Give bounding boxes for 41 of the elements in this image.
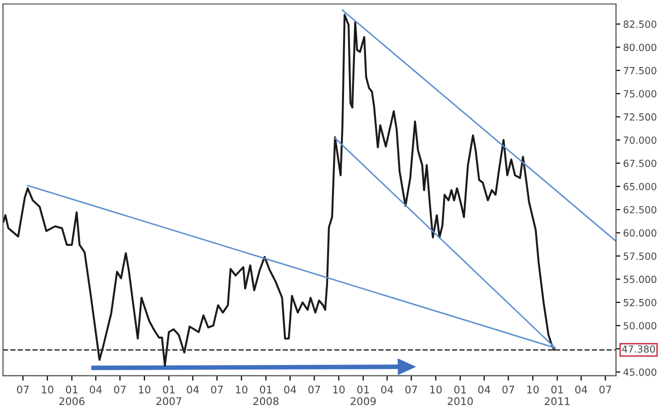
x-tick-label: 10 — [333, 386, 345, 394]
y-tick-label: 67.500 — [624, 160, 656, 168]
x-tick-label: 04 — [575, 386, 588, 394]
y-tick-label: 60.000 — [624, 229, 656, 237]
y-tick-label: 80.000 — [624, 44, 656, 52]
y-tick-label: 77.500 — [624, 66, 656, 74]
y-tick-label: 65.000 — [624, 182, 656, 190]
x-tick-label: 07 — [16, 386, 29, 394]
x-tick-label: 04 — [186, 386, 199, 394]
x-tick-label: 10 — [527, 386, 539, 394]
x-tick-label: 01 2008 — [253, 386, 278, 406]
y-tick-label: 50.000 — [624, 322, 656, 330]
x-tick-label: 10 — [42, 386, 54, 394]
x-tick-label: 07 — [211, 386, 223, 394]
x-tick-label: 04 — [381, 386, 394, 394]
y-tick-label: 82.500 — [624, 20, 656, 28]
ref-line-label: 47.380 — [622, 345, 655, 353]
y-tick-label: 57.500 — [624, 252, 656, 260]
x-tick-label: 07 — [114, 386, 126, 394]
x-tick-label: 01 2011 — [544, 386, 570, 406]
x-tick-label: 07 — [502, 386, 514, 394]
y-tick-label: 45.000 — [623, 368, 656, 376]
x-tick-label: 04 — [284, 386, 296, 394]
y-tick-label: 72.500 — [624, 113, 656, 121]
x-tick-label: 04 — [90, 386, 102, 394]
x-tick-label: 10 — [430, 386, 442, 394]
x-tick-label: 01 2009 — [350, 386, 376, 406]
x-tick-label: 01 2010 — [448, 386, 473, 406]
y-tick-label: 55.000 — [624, 276, 656, 284]
y-tick-label: 52.500 — [624, 298, 656, 306]
x-tick-label: 10 — [236, 386, 248, 394]
x-tick-label: 07 — [308, 386, 320, 394]
x-tick-label: 07 — [405, 386, 418, 394]
y-tick-label: 62.500 — [624, 206, 656, 214]
y-tick-label: 75.000 — [624, 90, 656, 98]
x-tick-label: 10 — [138, 386, 150, 394]
x-tick-label: 04 — [478, 386, 490, 394]
x-tick-label: 07 — [599, 386, 612, 394]
x-tick-label: 01 2006 — [59, 386, 84, 406]
y-tick-label: 70.000 — [624, 136, 656, 144]
x-tick-label: 01 2007 — [156, 386, 182, 406]
